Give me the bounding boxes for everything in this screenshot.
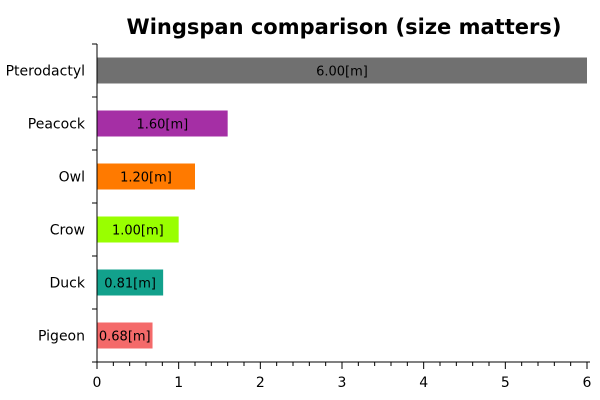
x-tick-label: 0 xyxy=(93,375,102,391)
bars-layer: Pterodactyl 6.00[m] Peacock 1.60[m] Owl 1.20[… xyxy=(6,57,587,349)
x-tick-label: 2 xyxy=(256,375,265,391)
x-tick-label: 5 xyxy=(501,375,510,391)
data-label: 1.20[m] xyxy=(120,171,172,186)
x-tick-label: 4 xyxy=(419,375,428,391)
bar-duck xyxy=(97,269,164,296)
category-label: Peacock xyxy=(28,117,86,133)
chart-title: Wingspan comparison (size matters) xyxy=(127,15,562,39)
bar-pterodactyl xyxy=(97,57,587,84)
bar-crow xyxy=(97,216,179,243)
data-label: 0.81[m] xyxy=(104,277,156,292)
bar-peacock xyxy=(97,110,228,137)
bar-owl xyxy=(97,163,195,190)
category-label: Crow xyxy=(50,223,85,239)
category-label: Duck xyxy=(50,276,86,292)
bar-pigeon xyxy=(97,322,153,349)
category-label: Pterodactyl xyxy=(6,64,85,80)
data-label: 0.68[m] xyxy=(99,330,151,345)
data-label: 1.00[m] xyxy=(112,224,164,239)
x-tick-label: 6 xyxy=(583,375,592,391)
axes-layer: 0 1 2 3 4 5 6 xyxy=(92,43,592,391)
data-label: 6.00[m] xyxy=(316,65,368,80)
data-label: 1.60[m] xyxy=(136,118,188,133)
category-label: Owl xyxy=(59,170,85,186)
x-tick-label: 3 xyxy=(338,375,347,391)
x-tick-label: 1 xyxy=(174,375,183,391)
category-label: Pigeon xyxy=(38,329,85,345)
